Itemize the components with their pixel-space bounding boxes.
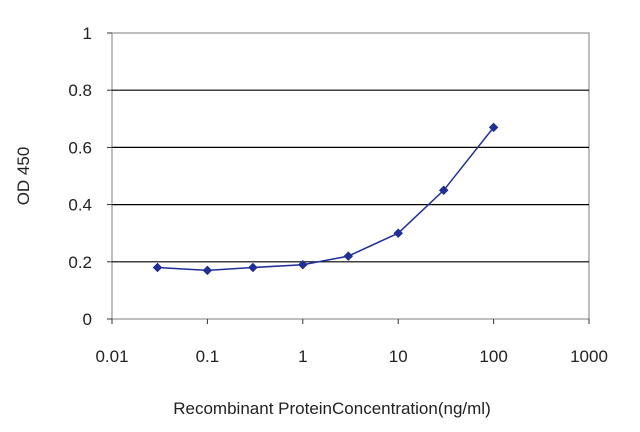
- data-point: [438, 185, 449, 196]
- plot-area: [111, 32, 590, 320]
- data-point: [248, 262, 258, 273]
- y-tick-label: 0.8: [68, 81, 92, 100]
- y-tick-label: 0.6: [68, 138, 92, 157]
- y-axis-label: OD 450: [14, 147, 33, 206]
- x-tick-label: 0.01: [95, 347, 128, 366]
- y-tick-label: 1: [83, 24, 92, 43]
- x-axis-label: Recombinant ProteinConcentration(ng/ml): [173, 399, 491, 418]
- y-tick-label: 0: [83, 310, 92, 329]
- axes: 0 0.2 0.4 0.6 0.8 1 0.01 0.1 1 10 100 1000: [68, 24, 608, 366]
- x-tick-label: 1000: [570, 347, 608, 366]
- x-tick-label: 0.1: [196, 347, 220, 366]
- x-tick-label: 100: [479, 347, 507, 366]
- data-point: [297, 259, 308, 270]
- data-point: [152, 262, 163, 273]
- data-point: [488, 122, 499, 133]
- x-tick-label: 10: [389, 347, 408, 366]
- series-layer: [152, 122, 499, 276]
- data-point: [343, 251, 354, 261]
- gridlines: [112, 89, 589, 263]
- y-tick-label: 0.2: [68, 253, 92, 272]
- x-tick-label: 1: [298, 347, 307, 366]
- series-line: [157, 126, 495, 272]
- data-point: [393, 228, 404, 239]
- data-point: [202, 265, 213, 276]
- y-tick-label: 0.4: [68, 196, 92, 215]
